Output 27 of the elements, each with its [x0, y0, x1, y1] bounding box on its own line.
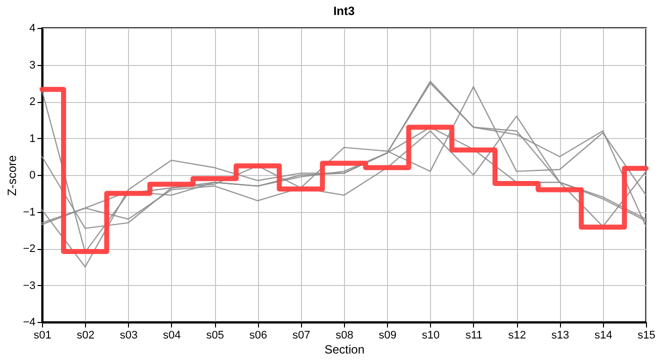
- y-tick-label: 3: [29, 59, 36, 72]
- x-tick-label: s09: [378, 330, 397, 342]
- x-axis-title: Section: [324, 342, 365, 356]
- x-tick-label: s01: [34, 330, 52, 342]
- y-axis-title: Z-score: [4, 154, 19, 196]
- y-tick-label: 2: [29, 96, 36, 108]
- y-tick-label: 4: [29, 22, 36, 34]
- x-tick-label: s03: [120, 330, 138, 342]
- chart-title: Int3: [333, 4, 355, 18]
- x-tick-label: s08: [336, 330, 354, 342]
- x-tick-label: s11: [465, 330, 482, 342]
- y-tick-label: −2: [22, 243, 36, 255]
- x-tick-label: s04: [163, 330, 181, 342]
- y-tick-label: −4: [22, 316, 36, 328]
- x-tick-label: s14: [594, 330, 612, 342]
- x-tick-label: s15: [638, 330, 656, 342]
- x-tick-label: s12: [508, 330, 526, 342]
- y-tick-label: 1: [29, 132, 36, 145]
- y-tick-label: −1: [22, 206, 36, 218]
- x-tick-label: s10: [422, 330, 440, 342]
- x-tick-label: s02: [76, 330, 95, 342]
- x-tick-label: s05: [206, 330, 224, 342]
- y-tick-label: −3: [22, 280, 36, 292]
- y-tick-label: 0: [29, 170, 36, 182]
- x-tick-label: s13: [551, 330, 570, 342]
- x-tick-label: s06: [249, 330, 268, 342]
- x-tick-label: s07: [292, 330, 310, 342]
